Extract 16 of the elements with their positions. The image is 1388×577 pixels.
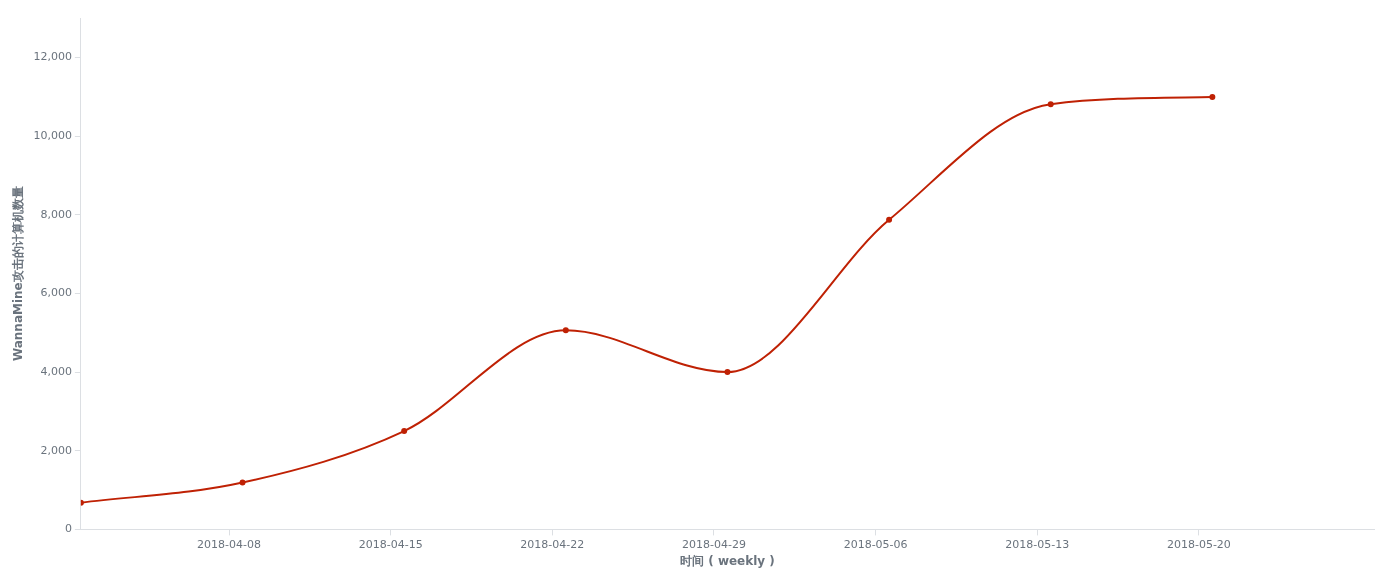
y-tick-label: 10,000 (33, 128, 72, 142)
y-tick-label: 2,000 (40, 443, 72, 457)
x-tick-label: 2018-04-29 (682, 537, 746, 551)
y-tick-label: 8,000 (40, 207, 72, 221)
y-tick-label: 12,000 (33, 50, 72, 64)
x-tick-label: 2018-04-08 (197, 537, 262, 551)
y-tick-label: 6,000 (40, 286, 72, 300)
x-tick-label: 2018-04-22 (520, 537, 585, 551)
y-axis-title: WannaMine攻击的计算机数量 (11, 186, 26, 362)
x-tick-label: 2018-04-15 (358, 537, 423, 551)
y-tick-label: 4,000 (40, 364, 72, 378)
x-tick-label: 2018-05-06 (843, 537, 908, 551)
x-tick-label: 2018-05-13 (1005, 537, 1070, 551)
x-tick-label: 2018-05-20 (1166, 537, 1231, 551)
x-axis-title: 时间 ( weekly ) (680, 553, 775, 568)
y-tick-label: 0 (64, 522, 72, 536)
